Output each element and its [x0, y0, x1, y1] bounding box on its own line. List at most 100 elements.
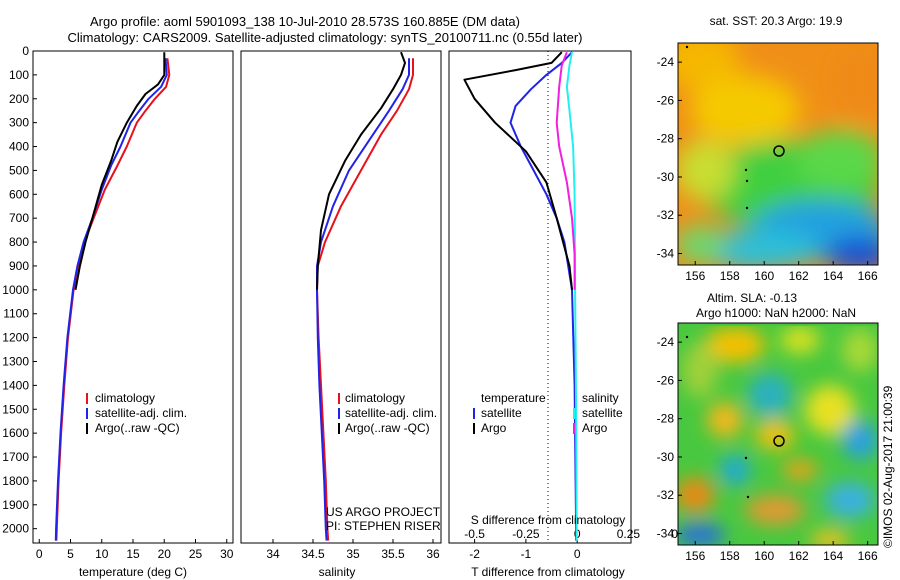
sla-map-lon-labels: 156 158 160 162 164 166	[685, 541, 878, 563]
y-tick-label: 600	[9, 187, 29, 201]
series-line	[74, 52, 166, 290]
legend-label-t-satellite: satellite	[481, 406, 522, 420]
y-tick-label: 1800	[2, 474, 29, 488]
lon-tick-label: 156	[685, 549, 705, 563]
x-tick-label: 0	[36, 547, 43, 561]
t-difference-xlabel: T difference from climatology	[471, 565, 625, 579]
y-tick-label: 100	[9, 68, 29, 82]
track-point-3	[746, 495, 750, 499]
salinity-xlabel: salinity	[319, 565, 356, 579]
lat-tick-label: -24	[657, 55, 675, 69]
y-tick-label: 1900	[2, 498, 29, 512]
y-tick-label: 1700	[2, 450, 29, 464]
argo-position-marker	[773, 435, 785, 447]
lon-tick-label: 156	[685, 269, 705, 283]
sla-map-panel: Altim. SLA: -0.13 Argo h1000: NaN h2000:…	[657, 291, 879, 563]
y-tick-label: 1100	[3, 307, 29, 321]
figure-title-line2: Climatology: CARS2009. Satellite-adjuste…	[68, 30, 583, 45]
y-tick-label: 1500	[2, 402, 29, 416]
track-point-2	[744, 168, 748, 172]
sst-map-panel: sat. SST: 20.3 Argo: 19.9 156 158 160 162 16…	[657, 14, 879, 283]
lat-tick-label: -26	[657, 93, 675, 107]
x-tick-label: 35.5	[381, 547, 405, 561]
legend-label-climatology: climatology	[95, 391, 155, 405]
top-tick-label: 0.25	[617, 527, 641, 541]
salinity-profiles	[316, 51, 414, 541]
salinity-panel: 34 34.5 35 35.5 36 salinity climatology sate…	[240, 50, 442, 579]
track-point-1	[685, 335, 689, 339]
top-tick-label: -0.25	[512, 527, 540, 541]
legend-label-s-argo: Argo	[582, 421, 608, 435]
track-point-1	[685, 45, 689, 49]
sst-map-lon-labels: 156 158 160 162 164 166	[685, 261, 878, 283]
temperature-tick-labels: 0 5 10 15 20 25 30	[36, 539, 234, 561]
depth-tick-labels: 0 100 200 300 400 500 600 700 800 900 1000 1100 1200…	[2, 44, 37, 536]
salinity-legend: climatology satellite-adj. clim. Argo(..…	[338, 391, 437, 435]
series-line	[555, 51, 576, 290]
imos-credit: ©IMOS 02-Aug-2017 21:00:39	[881, 385, 895, 548]
t-difference-tick-labels: -2 -1 0	[469, 539, 581, 561]
lon-tick-label: 158	[720, 269, 740, 283]
y-tick-label: 700	[9, 211, 29, 225]
figure-title-line1: Argo profile: aoml 5901093_138 10-Jul-20…	[90, 14, 520, 29]
lat-tick-label: -30	[657, 170, 675, 184]
x-tick-label: -1	[521, 547, 532, 561]
y-tick-label: 200	[9, 92, 29, 106]
y-tick-label: 800	[9, 235, 29, 249]
temperature-profiles	[54, 52, 171, 541]
y-tick-label: 1600	[2, 426, 29, 440]
lat-tick-label: -26	[657, 373, 675, 387]
track-point-3	[745, 179, 749, 183]
project-annotation-line1: US ARGO PROJECT	[326, 505, 441, 519]
legend-title-temperature: temperature	[481, 391, 546, 405]
sla-map-title-line2: Argo h1000: NaN h2000: NaN	[696, 306, 856, 320]
lat-tick-label: -32	[657, 208, 675, 222]
series-line	[565, 52, 578, 541]
lon-tick-label: 158	[720, 549, 740, 563]
y-tick-label: 1200	[2, 331, 29, 345]
y-tick-label: 2000	[2, 522, 29, 536]
sst-map-frame	[677, 42, 879, 266]
y-tick-label: 1400	[2, 378, 29, 392]
lat-tick-label: -24	[657, 335, 675, 349]
lon-tick-label: 162	[789, 549, 809, 563]
x-tick-label: 5	[67, 547, 74, 561]
temperature-panel: 0100200300400500600700800900100011001200…	[2, 44, 233, 579]
lon-tick-label: 166	[858, 269, 878, 283]
sst-map-field	[678, 43, 878, 265]
y-tick-label: 1000	[2, 283, 29, 297]
temperature-axes	[32, 50, 234, 544]
salinity-axes	[240, 50, 442, 544]
lat-tick-label: -32	[657, 488, 675, 502]
legend-label-s-satellite: satellite	[582, 406, 623, 420]
x-tick-label: 15	[126, 547, 140, 561]
x-tick-label: 34.5	[301, 547, 325, 561]
y-tick-label: 900	[9, 259, 29, 273]
x-tick-label: 20	[158, 547, 172, 561]
lat-tick-label: -28	[657, 132, 675, 146]
sla-map-title-line1: Altim. SLA: -0.13	[707, 291, 797, 305]
lat-tick-label: -30	[657, 450, 675, 464]
temperature-xlabel: temperature (deg C)	[79, 565, 187, 579]
difference-legend: temperature salinity satellite Argo sate…	[473, 391, 623, 435]
series-line	[316, 58, 414, 541]
x-tick-label: -2	[469, 547, 480, 561]
argo-position-marker	[773, 145, 785, 157]
lon-tick-label: 164	[823, 549, 843, 563]
x-tick-label: 35	[346, 547, 360, 561]
lat-tick-label: -34	[657, 247, 675, 261]
y-tick-label: 400	[9, 140, 29, 154]
lat-tick-label: -34	[657, 527, 675, 541]
sla-map-lat-labels: -24 -26 -28 -30 -32 -34	[657, 335, 682, 541]
x-tick-label: 36	[426, 547, 440, 561]
x-tick-label: 10	[95, 547, 109, 561]
x-tick-label: 30	[220, 547, 234, 561]
legend-label-satellite: satellite-adj. clim.	[345, 406, 437, 420]
top-tick-label: -0.5	[464, 527, 485, 541]
sst-map-lat-labels: -24 -26 -28 -30 -32 -34	[657, 55, 682, 261]
y-tick-label: 0	[22, 44, 29, 58]
legend-label-argo: Argo(..raw -QC)	[95, 421, 180, 435]
legend-label-t-argo: Argo	[481, 421, 507, 435]
